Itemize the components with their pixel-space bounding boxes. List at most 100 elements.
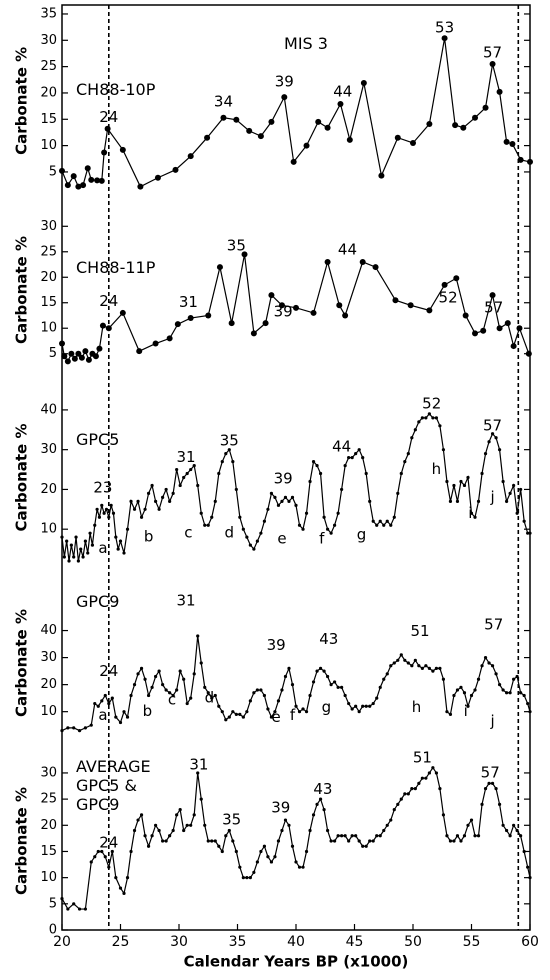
data-point bbox=[410, 436, 414, 440]
data-point bbox=[269, 715, 274, 719]
data-point bbox=[185, 823, 189, 827]
data-point bbox=[68, 350, 75, 357]
data-point bbox=[385, 519, 389, 523]
data-point bbox=[315, 118, 322, 125]
data-point bbox=[497, 802, 502, 806]
data-point bbox=[150, 834, 154, 838]
data-point bbox=[93, 701, 97, 706]
data-point bbox=[280, 688, 284, 692]
data-point bbox=[410, 664, 414, 668]
data-point bbox=[308, 479, 312, 484]
data-point bbox=[185, 471, 189, 476]
data-point bbox=[473, 834, 477, 838]
annotation: 43 bbox=[313, 780, 332, 798]
data-point bbox=[75, 183, 82, 190]
data-point bbox=[469, 693, 474, 698]
data-point bbox=[396, 658, 400, 662]
annotation: 52 bbox=[439, 289, 458, 307]
data-point bbox=[103, 693, 107, 698]
annotation: c bbox=[168, 690, 176, 708]
annotation: 35 bbox=[222, 811, 241, 829]
y-tick-label: 20 bbox=[40, 482, 57, 497]
data-point bbox=[109, 503, 113, 507]
data-point bbox=[187, 315, 194, 322]
data-point bbox=[333, 839, 337, 843]
data-point bbox=[266, 855, 270, 859]
data-point bbox=[81, 555, 85, 559]
data-point bbox=[220, 459, 224, 464]
annotation: j bbox=[489, 488, 494, 506]
data-point bbox=[516, 325, 523, 332]
y-tick-label: 0 bbox=[49, 923, 57, 938]
data-point bbox=[501, 823, 505, 827]
data-point bbox=[399, 653, 403, 657]
data-point bbox=[206, 839, 210, 843]
data-point bbox=[389, 818, 393, 822]
data-point bbox=[154, 499, 158, 503]
data-point bbox=[455, 499, 460, 503]
data-point bbox=[136, 818, 140, 822]
data-point bbox=[489, 60, 496, 67]
data-point bbox=[496, 88, 503, 95]
data-point bbox=[104, 507, 109, 511]
data-point bbox=[494, 436, 498, 440]
data-point bbox=[392, 297, 399, 304]
data-point bbox=[519, 487, 523, 492]
data-point bbox=[110, 849, 114, 854]
annotation: 44 bbox=[333, 82, 352, 100]
data-point bbox=[238, 712, 242, 716]
data-point bbox=[445, 710, 449, 714]
data-point bbox=[472, 114, 479, 121]
data-point bbox=[266, 707, 270, 711]
data-point bbox=[340, 834, 344, 838]
data-point bbox=[150, 483, 154, 488]
data-point bbox=[466, 704, 470, 708]
data-point bbox=[238, 865, 242, 869]
data-point bbox=[434, 666, 438, 671]
data-point bbox=[413, 787, 417, 791]
y-tick-label: 25 bbox=[40, 792, 57, 807]
data-point bbox=[441, 813, 446, 817]
data-point bbox=[76, 559, 80, 563]
data-point bbox=[420, 416, 424, 420]
x-tick-label: 60 bbox=[521, 934, 539, 950]
data-point bbox=[385, 823, 389, 827]
data-point bbox=[375, 523, 379, 527]
data-point bbox=[136, 348, 143, 355]
data-point bbox=[161, 839, 165, 843]
annotation: 35 bbox=[227, 237, 246, 255]
y-tick-label: 10 bbox=[40, 870, 57, 885]
data-point bbox=[325, 674, 330, 679]
annotation: 57 bbox=[483, 43, 502, 61]
data-point bbox=[220, 710, 224, 714]
data-point bbox=[192, 813, 196, 817]
data-point bbox=[178, 807, 182, 812]
data-point bbox=[276, 839, 281, 843]
data-point bbox=[203, 823, 207, 827]
x-tick-label: 50 bbox=[404, 934, 422, 950]
panel-label: GPC5 bbox=[76, 430, 120, 449]
y-tick-label: 30 bbox=[40, 650, 57, 665]
data-point bbox=[452, 693, 456, 698]
data-point bbox=[172, 166, 179, 173]
panel-label: AVERAGE GPC5 & GPC9 bbox=[76, 757, 151, 814]
data-point bbox=[371, 519, 375, 523]
annotation: 44 bbox=[332, 437, 351, 455]
data-point bbox=[246, 127, 253, 134]
data-point bbox=[118, 539, 123, 543]
annotation: 24 bbox=[99, 292, 118, 310]
data-point bbox=[80, 182, 87, 189]
x-tick-label: 55 bbox=[463, 934, 481, 950]
data-point bbox=[234, 487, 238, 492]
data-point bbox=[476, 834, 481, 838]
data-point bbox=[74, 535, 78, 539]
data-point bbox=[119, 309, 126, 316]
data-point bbox=[262, 320, 269, 327]
data-point bbox=[100, 849, 104, 854]
data-point bbox=[157, 507, 161, 511]
data-point bbox=[217, 704, 221, 708]
data-point bbox=[287, 499, 291, 503]
y-tick-label: 20 bbox=[40, 270, 57, 285]
data-point bbox=[329, 531, 333, 535]
data-point bbox=[161, 683, 165, 687]
